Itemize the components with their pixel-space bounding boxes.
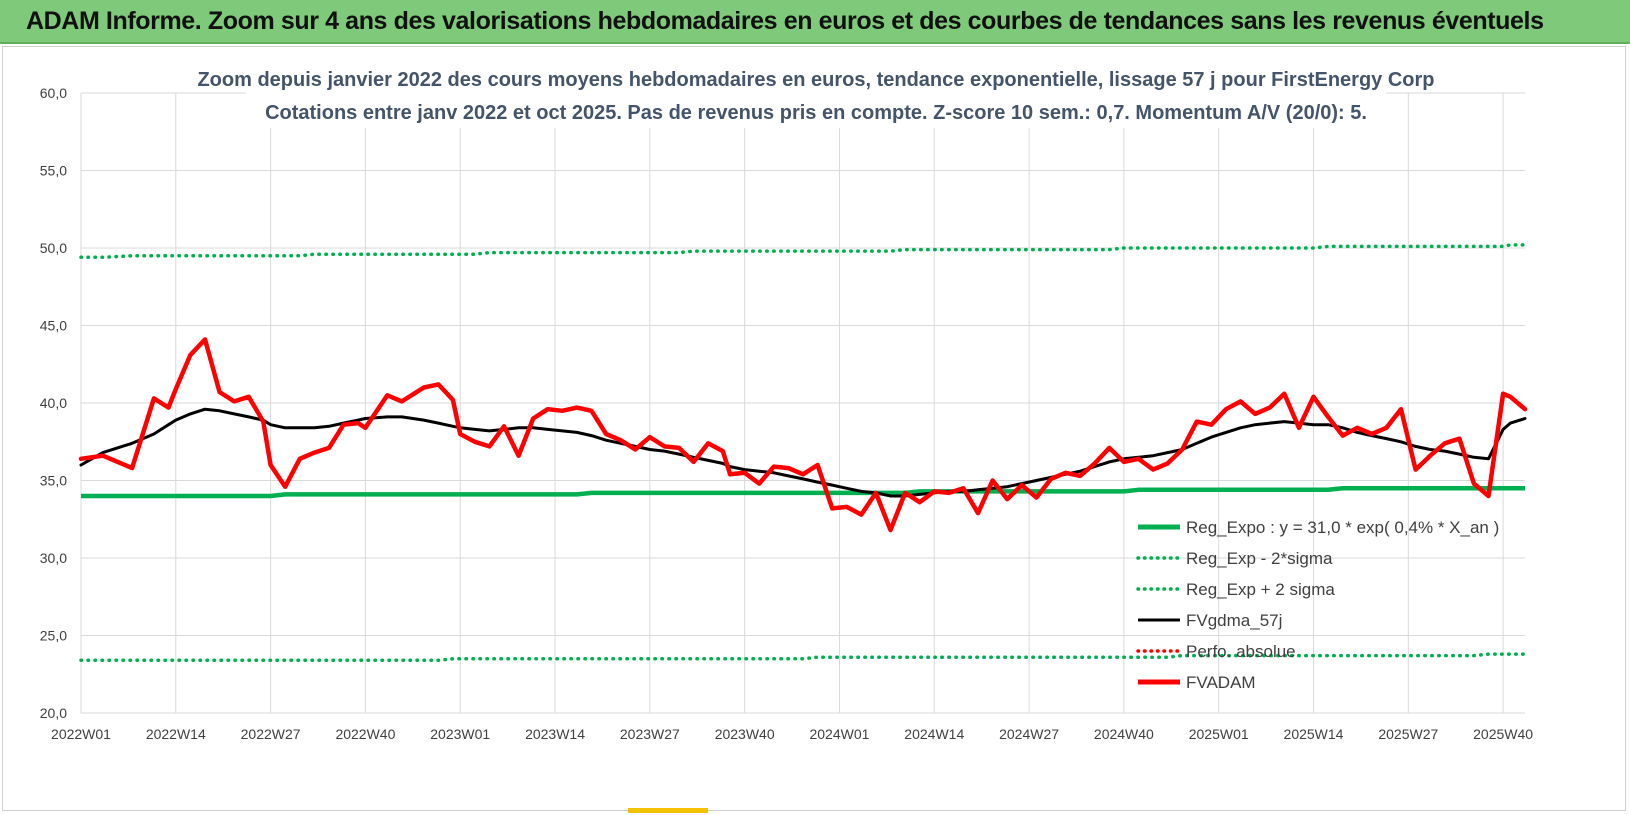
series-fvadam — [78, 337, 1528, 533]
x-axis-ticks: 2022W01 2022W14 2022W27 2022W40 2023W01 2023W… — [51, 726, 1533, 742]
x-tick-label: 2024W14 — [904, 726, 964, 742]
legend-item: Reg_Exp - 2*sigma — [1136, 549, 1333, 568]
series-reg-expo — [81, 486, 1525, 499]
x-tick-label: 2025W01 — [1189, 726, 1249, 742]
legend-item: FVgdma_57j — [1138, 611, 1282, 630]
y-tick-label: 20,0 — [40, 705, 67, 721]
x-tick-label: 2025W40 — [1473, 726, 1533, 742]
x-tick-label: 2025W27 — [1378, 726, 1438, 742]
title-background — [246, 60, 1386, 128]
legend-item: FVADAM — [1138, 673, 1256, 692]
y-tick-label: 25,0 — [40, 628, 67, 644]
y-tick-label: 40,0 — [40, 395, 67, 411]
x-tick-label: 2022W40 — [335, 726, 395, 742]
legend-label: Perfo. absolue — [1186, 642, 1296, 661]
legend-label: FVADAM — [1186, 673, 1256, 692]
series-layer — [78, 243, 1528, 663]
y-tick-label: 60,0 — [40, 85, 67, 101]
legend-label: Reg_Exp - 2*sigma — [1186, 549, 1333, 568]
x-tick-label: 2022W14 — [146, 726, 206, 742]
x-tick-label: 2023W01 — [430, 726, 490, 742]
x-tick-label: 2023W27 — [620, 726, 680, 742]
chart-legend: Reg_Expo : y = 31,0 * exp( 0,4% * X_an )… — [1136, 518, 1499, 692]
y-tick-label: 30,0 — [40, 550, 67, 566]
header-banner: ADAM Informe. Zoom sur 4 ans des valoris… — [0, 0, 1630, 44]
x-tick-label: 2023W40 — [715, 726, 775, 742]
x-tick-label: 2024W01 — [809, 726, 869, 742]
y-tick-label: 55,0 — [40, 163, 67, 179]
scroll-indicator — [628, 808, 708, 813]
chart-subtitle: Cotations entre janv 2022 et oct 2025. P… — [265, 102, 1367, 124]
chart-title: Zoom depuis janvier 2022 des cours moyen… — [197, 69, 1434, 91]
legend-label: FVgdma_57j — [1186, 611, 1282, 630]
legend-item: Reg_Expo : y = 31,0 * exp( 0,4% * X_an ) — [1138, 518, 1499, 537]
series-reg-exp-plus-2sigma — [79, 243, 1527, 260]
legend-item: Perfo. absolue — [1136, 642, 1296, 661]
y-tick-label: 45,0 — [40, 318, 67, 334]
x-tick-label: 2024W27 — [999, 726, 1059, 742]
y-axis-ticks: 20,0 25,0 30,0 35,0 40,0 45,0 50,0 55,0 60,0 — [40, 85, 67, 721]
banner-title: ADAM Informe. Zoom sur 4 ans des valoris… — [26, 7, 1544, 35]
legend-label: Reg_Exp + 2 sigma — [1186, 580, 1335, 599]
x-tick-label: 2022W01 — [51, 726, 111, 742]
series-fvgdma-57j — [79, 407, 1527, 498]
legend-label: Reg_Expo : y = 31,0 * exp( 0,4% * X_an ) — [1186, 518, 1499, 537]
x-tick-label: 2022W27 — [241, 726, 301, 742]
legend-item: Reg_Exp + 2 sigma — [1136, 580, 1335, 599]
y-tick-label: 35,0 — [40, 473, 67, 489]
y-tick-label: 50,0 — [40, 240, 67, 256]
x-tick-label: 2024W40 — [1094, 726, 1154, 742]
series-reg-exp-minus-2sigma — [79, 652, 1527, 663]
x-tick-label: 2025W14 — [1284, 726, 1344, 742]
x-tick-label: 2023W14 — [525, 726, 585, 742]
